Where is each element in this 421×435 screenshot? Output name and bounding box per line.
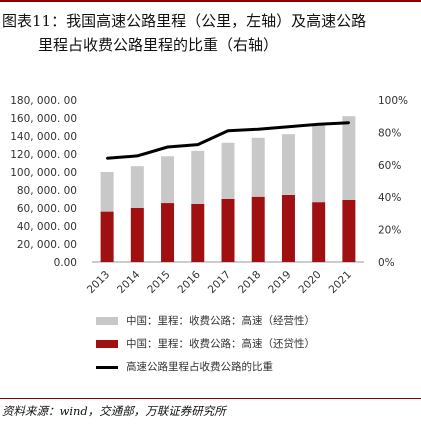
bar-operating-2016 (191, 150, 205, 204)
y-right-tick-label: 20% (378, 225, 401, 237)
bottom-rule (0, 398, 421, 399)
ratio-point-2019 (287, 125, 290, 128)
source-note: 资料来源：wind，交通部，万联证券研究所 (2, 404, 226, 418)
x-tick-label: 2017 (206, 269, 233, 296)
x-tick-label: 2019 (266, 269, 293, 296)
y-left-tick-label: 100, 000. 00 (10, 167, 77, 179)
chart-title: 图表11：我国高速公路里程（公里，左轴）及高速公路 里程占收费公路里程的比重（右… (2, 9, 419, 57)
bar-operating-2013 (100, 172, 114, 212)
y-left-tick-label: 80, 000. 00 (17, 185, 77, 197)
x-tick-label: 2020 (296, 269, 323, 296)
y-right-tick-label: 80% (378, 127, 401, 139)
bar-loan-2019 (281, 194, 295, 262)
bar-loan-2014 (130, 208, 144, 262)
y-left-tick-label: 40, 000. 00 (17, 221, 77, 233)
bar-operating-2014 (130, 166, 144, 208)
y-left-tick-label: 160, 000. 00 (10, 113, 77, 125)
top-rule (0, 0, 421, 2)
bar-loan-2018 (251, 196, 265, 262)
bar-loan-2013 (100, 211, 114, 262)
x-tick-label: 2016 (176, 268, 204, 296)
bar-operating-2019 (281, 134, 295, 195)
ratio-point-2017 (226, 129, 230, 132)
bar-operating-2018 (251, 137, 265, 197)
bar-loan-2016 (191, 203, 205, 262)
legend-label-loan: 中国：里程：收费公路：高速（还贷性） (126, 338, 315, 350)
ratio-point-2021 (347, 121, 351, 124)
y-right-tick-label: 0% (378, 257, 395, 269)
y-left-tick-label: 20, 000. 00 (17, 239, 77, 251)
chart-title-line2: 里程占收费公路里程的比重（右轴） (38, 36, 279, 54)
y-right-tick-label: 60% (378, 160, 401, 172)
y-left-tick-label: 120, 000. 00 (10, 149, 77, 161)
bar-operating-2015 (161, 156, 175, 204)
bar-operating-2020 (312, 123, 326, 203)
y-left-tick-label: 60, 000. 00 (17, 203, 77, 215)
x-tick-label: 2013 (85, 269, 112, 296)
y-left-tick-label: 180, 000. 00 (10, 95, 77, 107)
ratio-point-2013 (105, 157, 109, 160)
x-tick-label: 2018 (236, 269, 263, 296)
bar-loan-2020 (312, 202, 326, 262)
ratio-point-2014 (136, 154, 139, 158)
x-tick-label: 2015 (145, 269, 172, 296)
bar-operating-2021 (342, 116, 356, 200)
ratio-point-2020 (317, 123, 320, 126)
y-left-tick-label: 140, 000. 00 (10, 131, 77, 143)
legend-label-ratio: 高速公路里程占收费公路的比重 (126, 361, 273, 373)
bar-loan-2017 (221, 199, 235, 262)
chart-title-line1: 图表11：我国高速公路里程（公里，左轴）及高速公路 (2, 12, 367, 30)
ratio-point-2016 (196, 143, 199, 146)
bar-loan-2015 (161, 203, 175, 262)
ratio-point-2018 (257, 127, 260, 131)
ratio-point-2015 (166, 145, 169, 149)
legend-swatch-operating (96, 317, 118, 325)
legend-swatch-loan (96, 340, 118, 348)
x-tick-label: 2021 (327, 269, 354, 296)
x-tick-label: 2014 (115, 268, 143, 296)
bar-operating-2017 (221, 142, 235, 199)
y-right-tick-label: 100% (378, 95, 408, 107)
y-right-tick-label: 40% (378, 192, 401, 204)
y-left-tick-label: 0.00 (54, 257, 77, 269)
legend-swatch-ratio (96, 366, 118, 369)
bar-loan-2021 (342, 199, 356, 262)
legend-label-operating: 中国：里程：收费公路：高速（经营性） (126, 315, 315, 327)
